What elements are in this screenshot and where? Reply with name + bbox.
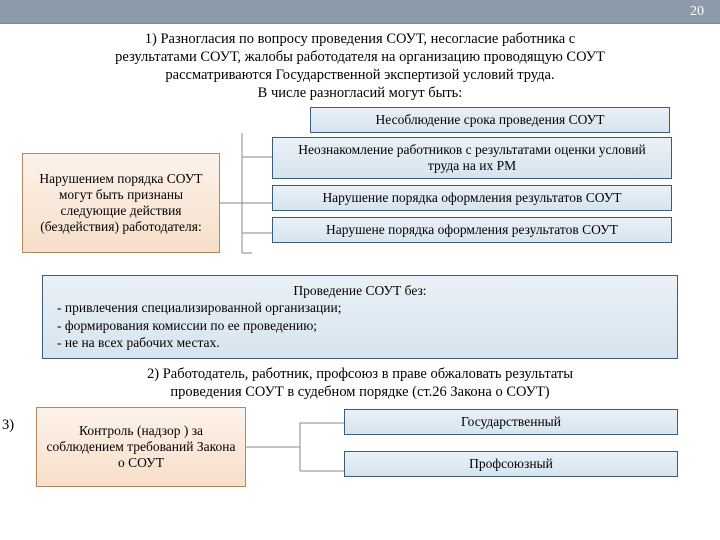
- box-conduct-without: Проведение СОУТ без: - привлечения специ…: [42, 275, 678, 359]
- s1-line3: рассматриваются Государственной эксперти…: [28, 66, 692, 84]
- page-number: 20: [690, 4, 704, 19]
- s2-line1: 2) Работодатель, работник, профсоюз в пр…: [28, 365, 692, 383]
- box-right-1: Нарушение порядка оформления результатов…: [272, 185, 672, 211]
- wide-l2: - формирования комиссии по ее проведению…: [57, 317, 663, 335]
- box-control: Контроль (надзор ) за соблюдением требов…: [36, 407, 246, 487]
- page-number-bar: 20: [0, 0, 720, 24]
- mid-region: Нарушением порядка СОУТ могут быть призн…: [0, 133, 720, 271]
- s1-line2: результатами СОУТ, жалобы работодателя н…: [28, 48, 692, 66]
- box-control-text: Контроль (надзор ) за соблюдением требов…: [43, 423, 239, 471]
- box-deadline-text: Несоблюдение срока проведения СОУТ: [376, 112, 605, 127]
- box-state-text: Государственный: [461, 414, 561, 429]
- box-right-1-text: Нарушение порядка оформления результатов…: [322, 190, 621, 205]
- section-2-text: 2) Работодатель, работник, профсоюз в пр…: [0, 361, 720, 405]
- section-3-number: 3): [2, 417, 14, 434]
- wide-l3: - не на всех рабочих местах.: [57, 334, 663, 352]
- right-stack: Неознакомление работников с результатами…: [272, 137, 672, 243]
- s1-line1: 1) Разногласия по вопросу проведения СОУ…: [28, 30, 692, 48]
- bottom-region: 3) Контроль (надзор ) за соблюдением тре…: [0, 405, 720, 507]
- s1-line4: В числе разногласий могут быть:: [28, 84, 692, 102]
- box-right-0: Неознакомление работников с результатами…: [272, 137, 672, 179]
- box-violations-left: Нарушением порядка СОУТ могут быть призн…: [22, 153, 220, 253]
- box-violations-left-text: Нарушением порядка СОУТ могут быть призн…: [29, 171, 213, 235]
- section-1-text: 1) Разногласия по вопросу проведения СОУ…: [0, 24, 720, 105]
- box-right-0-text: Неознакомление работников с результатами…: [298, 142, 646, 173]
- wide-title: Проведение СОУТ без:: [57, 282, 663, 300]
- box-deadline: Несоблюдение срока проведения СОУТ: [310, 107, 670, 133]
- wide-box-wrap: Проведение СОУТ без: - привлечения специ…: [42, 275, 678, 359]
- s2-line2: проведения СОУТ в судебном порядке (ст.2…: [28, 383, 692, 401]
- box-right-2: Нарушене порядка оформления результатов …: [272, 217, 672, 243]
- wide-l1: - привлечения специализированной организ…: [57, 299, 663, 317]
- box-right-2-text: Нарушене порядка оформления результатов …: [326, 222, 618, 237]
- box-union: Профсоюзный: [344, 451, 678, 477]
- top-blue-row: Несоблюдение срока проведения СОУТ: [0, 107, 720, 133]
- bottom-right-stack: Государственный Профсоюзный: [344, 409, 678, 477]
- box-union-text: Профсоюзный: [469, 456, 553, 471]
- box-state: Государственный: [344, 409, 678, 435]
